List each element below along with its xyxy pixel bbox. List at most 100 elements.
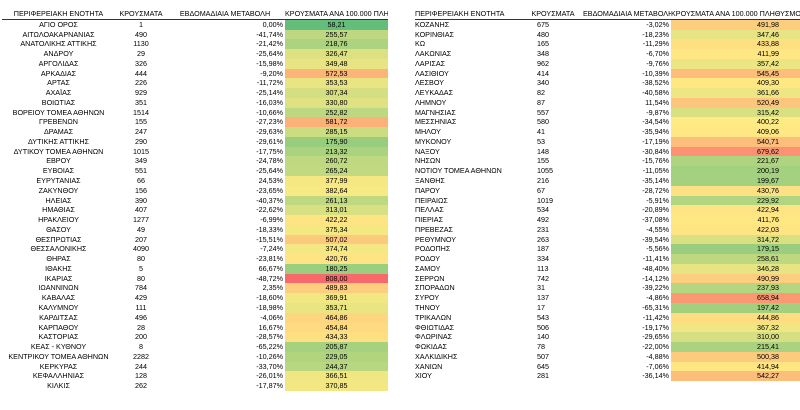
region-cell: ΕΒΡΟΥ (46, 156, 71, 166)
rate-cell: 500,38 (671, 351, 800, 362)
region-cell: ΚΑΡΔΙΤΣΑΣ (39, 312, 78, 322)
region-cell: ΑΙΤΩΛΟΑΚΑΡΝΑΝΙΑΣ (22, 29, 95, 39)
region-cell: ΜΥΚΟΝΟΥ (415, 136, 452, 146)
table-row: ΛΕΥΚΑΔΑΣ 82 -40,58% 361,66 (415, 88, 800, 98)
weekly-change-cell: -14,12% (642, 273, 669, 283)
region-cell: ΚΟΡΙΝΘΙΑΣ (415, 29, 454, 39)
weekly-change-cell: 2,35% (262, 283, 283, 293)
table-row: ΗΛΕΙΑΣ 390 -40,37% 261,13 (2, 195, 388, 206)
weekly-change-cell: 24,53% (258, 176, 283, 186)
cases-cell: 506 (537, 322, 549, 332)
table-row: ΘΗΡΑΣ 80 -23,81% 420,76 (2, 254, 388, 264)
weekly-change-cell: -11,42% (642, 312, 669, 322)
cases-cell: 156 (135, 185, 147, 195)
weekly-change-cell: -11,29% (642, 39, 669, 49)
region-cell: ΚΕΡΚΥΡΑΣ (39, 361, 78, 371)
region-cell: ΞΑΝΘΗΣ (415, 176, 445, 186)
header-row: ΠΕΡΙΦΕΡΕΙΑΚΗ ΕΝΟΤΗΤΑ ΚΡΟΥΣΜΑΤΑ ΕΒΔΟΜΑΔΙΑ… (415, 9, 800, 20)
rate-cell: 252,82 (285, 107, 388, 118)
rate-cell: 237,93 (671, 283, 800, 294)
table-row: ΡΟΔΟΥ 334 -11,41% 258,61 (415, 254, 800, 264)
rate-cell: 330,80 (285, 97, 388, 108)
rate-cell: 258,61 (671, 254, 800, 264)
cases-cell: 148 (537, 146, 549, 156)
table-row: ΑΡΓΟΛΙΔΑΣ 326 -15,98% 349,48 (2, 58, 388, 69)
cases-cell: 226 (135, 78, 147, 88)
rate-cell: 179,15 (671, 244, 800, 255)
rate-cell: 229,92 (671, 195, 800, 206)
table-row: ΠΕΛΛΑΣ 534 -20,89% 422,94 (415, 205, 800, 216)
table-row: ΚΕΡΚΥΡΑΣ 244 -33,70% 244,37 (2, 361, 388, 372)
cases-cell: 480 (537, 29, 549, 39)
region-cell: ΚΑΛΥΜΝΟΥ (38, 302, 79, 312)
weekly-change-cell: -23,81% (256, 254, 283, 264)
weekly-change-cell: -10,39% (642, 68, 669, 78)
cases-cell: 351 (135, 97, 147, 107)
rate-cell: 420,76 (285, 254, 388, 264)
region-cell: ΣΕΡΡΩΝ (415, 273, 445, 283)
column-header-cases: ΚΡΟΥΣΜΑΤΑ (523, 9, 583, 20)
weekly-change-cell: -40,58% (642, 88, 669, 98)
rate-cell: 414,94 (671, 361, 800, 372)
cases-cell: 128 (135, 371, 147, 381)
cases-cell: 1019 (537, 195, 553, 205)
cases-cell: 334 (537, 254, 549, 264)
table-row: ΠΡΕΒΕΖΑΣ 231 -4,55% 422,03 (415, 224, 800, 235)
rate-cell: 430,76 (671, 185, 800, 196)
region-cell: ΘΕΣΠΡΩΤΙΑΣ (35, 234, 82, 244)
header-row: ΠΕΡΙΦΕΡΕΙΑΚΗ ΕΝΟΤΗΤΑ ΚΡΟΥΣΜΑΤΑ ΕΒΔΟΜΑΔΙΑ… (2, 9, 388, 20)
table-row: ΗΜΑΘΙΑΣ 407 -22,62% 313,01 (2, 205, 388, 216)
region-cell: ΣΑΜΟΥ (415, 263, 441, 273)
cases-cell: 784 (135, 283, 147, 293)
weekly-change-cell: -37,08% (642, 215, 669, 225)
table-row: ΜΥΚΟΝΟΥ 53 -17,19% 540,71 (415, 136, 800, 147)
rate-cell: 199,67 (671, 176, 800, 186)
table-row: ΚΑΣΤΟΡΙΑΣ 200 -28,57% 434,33 (2, 332, 388, 343)
rate-cell: 366,51 (285, 371, 388, 382)
table-row: ΓΡΕΒΕΝΩΝ 155 -27,23% 581,72 (2, 117, 388, 128)
region-cell: ΕΥΒΟΙΑΣ (42, 166, 75, 176)
table-row: ΝΗΣΩΝ 155 -15,76% 221,67 (415, 156, 800, 167)
weekly-change-cell: -11,41% (642, 254, 669, 264)
cases-cell: 340 (537, 78, 549, 88)
cases-cell: 429 (135, 293, 147, 303)
weekly-change-cell: -41,74% (256, 29, 283, 39)
region-cell: ΣΥΡΟΥ (415, 293, 440, 303)
cases-cell: 5 (139, 263, 143, 273)
rate-cell: 357,42 (671, 58, 800, 69)
left-table-body: ΑΓΙΟ ΟΡΟΣ 1 0,00% 58,21 ΑΙΤΩΛΟΑΚΑΡΝΑΝΙΑΣ 490 -… (2, 19, 388, 391)
weekly-change-cell: -6,70% (646, 49, 669, 59)
rate-cell: 326,47 (285, 49, 388, 59)
rate-cell: 464,86 (285, 312, 388, 323)
cases-cell: 675 (537, 19, 549, 29)
region-cell: ΠΑΡΟΥ (415, 185, 440, 195)
weekly-change-cell: -20,89% (642, 205, 669, 215)
cases-cell: 216 (537, 176, 549, 186)
cases-cell: 534 (537, 205, 549, 215)
table-row: ΠΙΕΡΙΑΣ 492 -37,08% 411,76 (415, 215, 800, 225)
cases-cell: 2282 (133, 351, 149, 361)
weekly-change-cell: -6,99% (260, 215, 283, 225)
rate-cell: 545,45 (671, 68, 800, 79)
weekly-change-cell: -38,52% (642, 78, 669, 88)
rate-cell: 261,13 (285, 195, 388, 206)
weekly-change-cell: -19,17% (642, 322, 669, 332)
cases-cell: 28 (137, 322, 145, 332)
table-row: ΑΓΙΟ ΟΡΟΣ 1 0,00% 58,21 (2, 19, 388, 30)
rate-cell: 542,27 (671, 371, 800, 382)
cases-cell: 1514 (133, 107, 149, 117)
weekly-change-cell: -18,60% (256, 293, 283, 303)
weekly-change-cell: -48,72% (256, 273, 283, 283)
region-cell: ΡΟΔΟΠΗΣ (415, 244, 451, 254)
table-row: ΑΝΔΡΟΥ 29 -25,64% 326,47 (2, 49, 388, 59)
region-cell: ΦΛΩΡΙΝΑΣ (415, 332, 453, 342)
table-row: ΜΑΓΝΗΣΙΑΣ 557 -9,87% 315,42 (415, 107, 800, 118)
region-cell: ΡΟΔΟΥ (415, 254, 441, 264)
weekly-change-cell: -3,02% (646, 19, 669, 29)
rate-cell: 400,22 (671, 117, 800, 128)
cases-cell: 281 (537, 371, 549, 381)
region-cell: ΧΑΝΙΩΝ (415, 361, 443, 371)
rate-cell: 353,53 (285, 78, 388, 89)
region-cell: ΗΜΑΘΙΑΣ (42, 205, 75, 215)
region-cell: ΖΑΚΥΝΘΟΥ (38, 185, 79, 195)
